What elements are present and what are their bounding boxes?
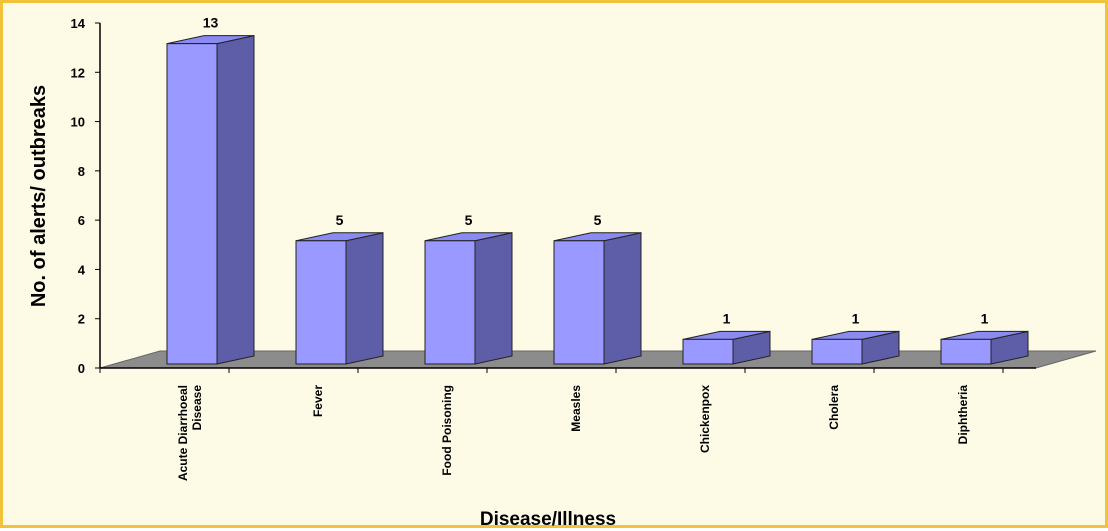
bar-front (682, 338, 734, 365)
bar-side (474, 232, 513, 365)
data-label: 1 (852, 310, 860, 326)
data-label: 5 (594, 212, 602, 228)
category-label: Fever (311, 385, 325, 417)
bar (295, 232, 384, 365)
data-label: 1 (723, 310, 731, 326)
y-tick-label: 14 (71, 16, 86, 31)
bar-front (295, 240, 347, 365)
y-tick-label: 8 (78, 164, 85, 179)
y-tick-label: 4 (78, 262, 86, 277)
y-tick-label: 12 (71, 65, 85, 80)
bar (940, 330, 1029, 365)
category-label: Diphtheria (956, 385, 970, 445)
bar-side (603, 232, 642, 365)
bar-chart: 0 2 4 6 8 10 12 14 13 Acute DiarrhoealDisease 5 Fe… (28, 15, 1097, 530)
bar-front (811, 338, 863, 365)
bar (682, 330, 771, 365)
bar (811, 330, 900, 365)
bar-front (424, 240, 476, 365)
category-label: Chickenpox (698, 385, 712, 453)
data-label: 13 (203, 15, 219, 31)
data-label: 5 (465, 212, 473, 228)
bar-side (345, 232, 384, 365)
bar (166, 35, 255, 365)
bar (424, 232, 513, 365)
category-label: Measles (569, 385, 583, 432)
bar-front (553, 240, 605, 365)
y-tick-label: 6 (78, 213, 85, 228)
category-label: Cholera (827, 385, 841, 430)
y-tick-label: 2 (78, 312, 85, 327)
data-label: 1 (981, 310, 989, 326)
category-label: Food Poisoning (440, 385, 454, 476)
y-tick-label: 0 (78, 361, 85, 376)
bar (553, 232, 642, 365)
bar-side (216, 35, 255, 365)
y-axis-title: No. of alerts/ outbreaks (28, 85, 50, 307)
data-label: 5 (336, 212, 344, 228)
bar-front (940, 338, 992, 365)
x-axis-title: Disease/Illness (480, 509, 616, 530)
category-label: Acute DiarrhoealDisease (176, 385, 204, 481)
y-tick-label: 10 (71, 115, 85, 130)
bar-front (166, 43, 218, 365)
